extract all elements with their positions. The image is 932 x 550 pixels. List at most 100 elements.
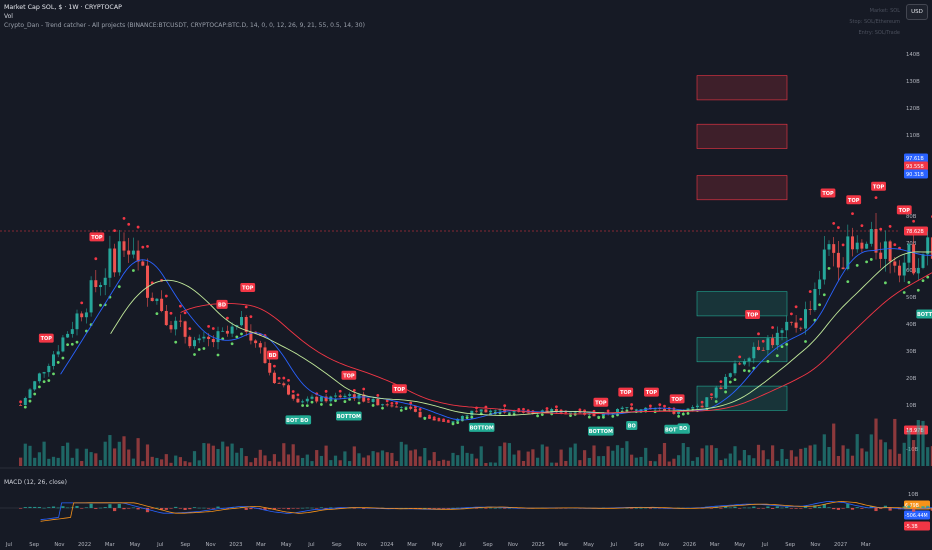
macd-legend[interactable]: MACD (12, 26, close): [4, 479, 67, 486]
volume-bar: [583, 450, 587, 466]
trend-dot: [846, 280, 850, 284]
trend-dot: [743, 369, 746, 372]
macd-bar: [47, 507, 51, 508]
symbol-title[interactable]: Market Cap SOL, $ · 1W · CRYPTOCAP: [4, 4, 122, 11]
resistance-zone: [696, 175, 788, 201]
volume-bar: [705, 445, 709, 466]
candle-body: [366, 401, 370, 403]
indicator-legend[interactable]: Crypto_Dan - Trend catcher - All project…: [4, 22, 365, 29]
top-signal-badge: [618, 387, 634, 397]
top-signal-label: TOP: [91, 235, 103, 241]
candle-body: [89, 280, 93, 313]
candle-body: [376, 398, 380, 406]
trend-dot: [926, 275, 930, 279]
macd-bar: [747, 507, 751, 509]
macd-bar: [883, 505, 888, 508]
trend-dot: [291, 390, 295, 393]
candle-body: [348, 394, 352, 396]
top-signal-label: TOP: [343, 373, 355, 379]
volume-bar: [860, 448, 864, 466]
macd-bar: [258, 508, 262, 509]
volume-bar: [395, 461, 399, 466]
trend-dot: [418, 407, 422, 411]
time-tick-label: Nov: [206, 542, 216, 548]
candle-body: [883, 241, 887, 259]
macd-signal-line: [40, 500, 932, 522]
macd-bar: [178, 508, 183, 509]
trend-dot: [390, 402, 394, 405]
macd-bar: [352, 508, 356, 509]
volume-bar: [756, 444, 761, 466]
volume-bar: [714, 448, 718, 466]
volume-bar: [902, 442, 906, 466]
volume-bar: [639, 456, 643, 466]
candle-body: [390, 405, 394, 407]
volume-bar: [301, 457, 305, 466]
time-tick-label: Mar: [861, 542, 872, 548]
candle-body: [916, 267, 920, 274]
volume-bar: [695, 457, 700, 466]
price-badge-label: 78.62B: [906, 229, 924, 235]
trend-dot: [324, 389, 328, 393]
trend-dot: [211, 327, 215, 330]
candle-body: [930, 237, 932, 259]
candle-body: [207, 336, 211, 339]
volume-bar: [681, 443, 685, 466]
macd-bar: [216, 506, 220, 508]
volume-bar: [423, 448, 427, 466]
macd-bar: [493, 507, 497, 509]
candle-body: [827, 244, 831, 250]
trend-dot: [352, 388, 356, 392]
trend-dot: [719, 380, 723, 384]
volume-bar: [733, 446, 737, 466]
top-signal-label: TOP: [595, 400, 607, 406]
candle-body: [296, 398, 300, 403]
candle-body: [66, 333, 70, 338]
volume-bar: [724, 458, 728, 466]
volume-bar: [874, 418, 878, 466]
top-signal-badge: [846, 195, 862, 205]
time-tick-label: Jul: [5, 542, 12, 548]
price-badge: [904, 161, 928, 171]
candle-body: [357, 394, 361, 399]
top-signal-badge: [593, 397, 609, 407]
volume-bar: [51, 456, 56, 466]
top-signal-label: TOP: [620, 390, 632, 396]
currency-button[interactable]: USD: [906, 4, 928, 20]
volume-bar: [719, 460, 723, 466]
volume-bar: [587, 457, 591, 466]
macd-bar: [644, 507, 648, 509]
trend-dot: [381, 406, 384, 410]
volume-bar: [437, 461, 441, 466]
volume-legend[interactable]: Vol: [4, 13, 13, 20]
candle-body: [554, 408, 558, 413]
candle-body: [197, 338, 201, 341]
trend-dot: [597, 416, 601, 419]
volume-bar: [507, 443, 512, 466]
bottom-signal-label: BOTTOM: [665, 427, 689, 433]
volume-bar: [366, 455, 371, 466]
candle-body: [291, 394, 295, 399]
trend-dot: [132, 269, 135, 272]
macd-bar: [423, 507, 427, 509]
candle-body: [601, 413, 605, 417]
volume-bar: [601, 456, 606, 466]
bottom-signal-label: BOTTOM: [337, 414, 361, 420]
trend-dot: [578, 408, 582, 412]
candle-body: [432, 418, 436, 421]
trend-dot: [301, 404, 305, 407]
volume-bar: [578, 460, 582, 466]
time-tick-label: Nov: [357, 542, 367, 548]
macd-bar: [832, 508, 836, 510]
trend-dot: [329, 403, 333, 407]
trend-dot: [790, 312, 793, 316]
volume-bar: [19, 457, 23, 466]
candle-body: [282, 383, 286, 386]
top-signal-label: TOP: [646, 390, 658, 396]
volume-bar: [503, 442, 507, 466]
trend-dot: [611, 414, 615, 418]
candle-body: [902, 262, 906, 276]
candle-body: [639, 409, 643, 411]
volume-bar: [338, 460, 342, 466]
